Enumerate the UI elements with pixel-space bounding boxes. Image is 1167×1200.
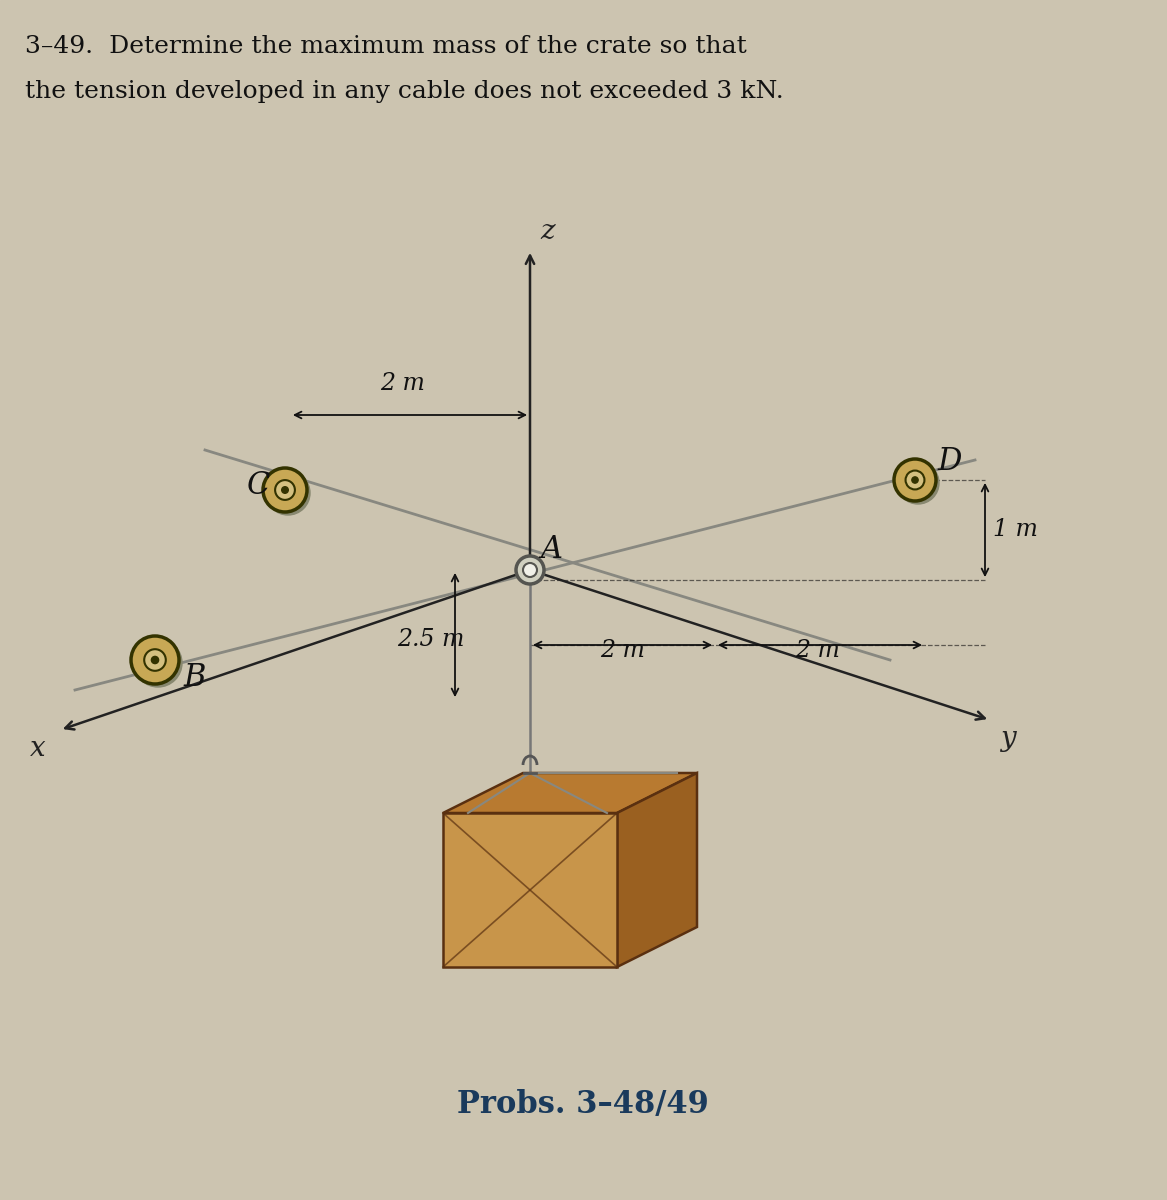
Text: D: D	[937, 446, 962, 478]
Circle shape	[894, 458, 936, 502]
Text: Probs. 3–48/49: Probs. 3–48/49	[457, 1090, 708, 1121]
Text: 2 m: 2 m	[795, 638, 840, 662]
Circle shape	[263, 468, 307, 512]
Text: the tension developed in any cable does not exceeded 3 kN.: the tension developed in any cable does …	[25, 80, 784, 103]
Circle shape	[911, 476, 918, 484]
Text: z: z	[540, 218, 554, 245]
Polygon shape	[443, 814, 617, 967]
Polygon shape	[617, 773, 697, 967]
Circle shape	[131, 636, 179, 684]
Circle shape	[275, 480, 295, 500]
Text: 1 m: 1 m	[993, 518, 1037, 541]
Text: x: x	[30, 734, 46, 762]
Circle shape	[906, 470, 924, 490]
Circle shape	[281, 487, 288, 493]
Text: 2 m: 2 m	[380, 372, 425, 395]
Circle shape	[523, 563, 537, 577]
Circle shape	[266, 470, 310, 515]
Text: B: B	[183, 662, 205, 694]
Circle shape	[145, 649, 166, 671]
Text: C: C	[247, 469, 271, 500]
Circle shape	[134, 638, 182, 686]
Text: 3–49.  Determine the maximum mass of the crate so that: 3–49. Determine the maximum mass of the …	[25, 35, 747, 58]
Text: A: A	[540, 534, 562, 565]
Text: 2.5 m: 2.5 m	[397, 629, 464, 652]
Circle shape	[516, 556, 544, 584]
Text: y: y	[1000, 725, 1015, 752]
Circle shape	[152, 656, 159, 664]
Polygon shape	[443, 773, 697, 814]
Circle shape	[897, 462, 939, 504]
Text: 2 m: 2 m	[600, 638, 645, 662]
